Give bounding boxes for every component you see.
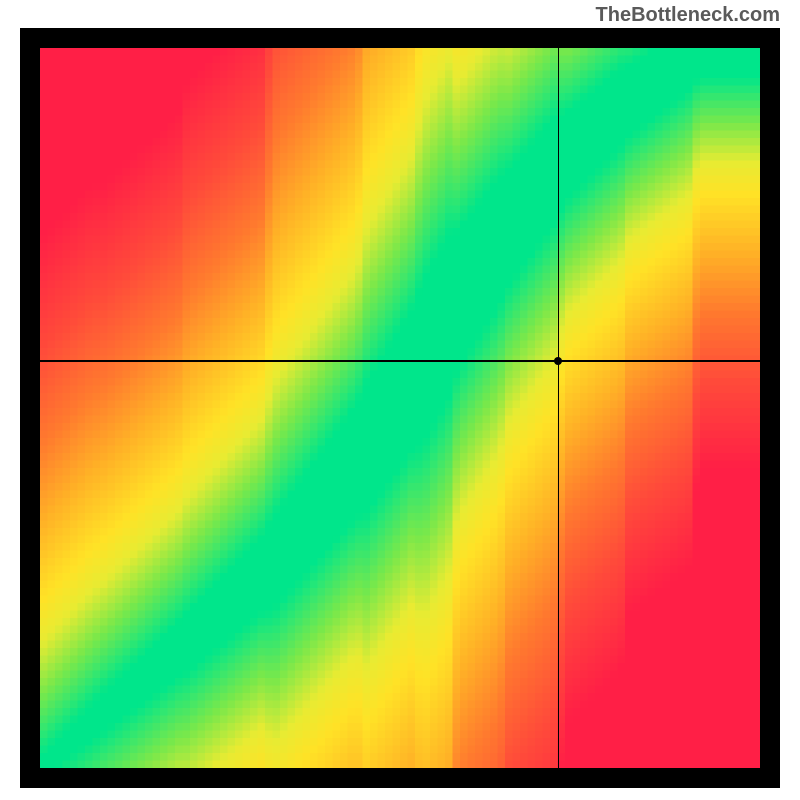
crosshair-horizontal xyxy=(40,360,760,362)
plot-frame xyxy=(20,28,780,788)
watermark-text: TheBottleneck.com xyxy=(596,4,780,27)
heatmap-canvas xyxy=(40,48,760,768)
crosshair-vertical xyxy=(558,48,560,768)
container: TheBottleneck.com xyxy=(0,0,800,800)
